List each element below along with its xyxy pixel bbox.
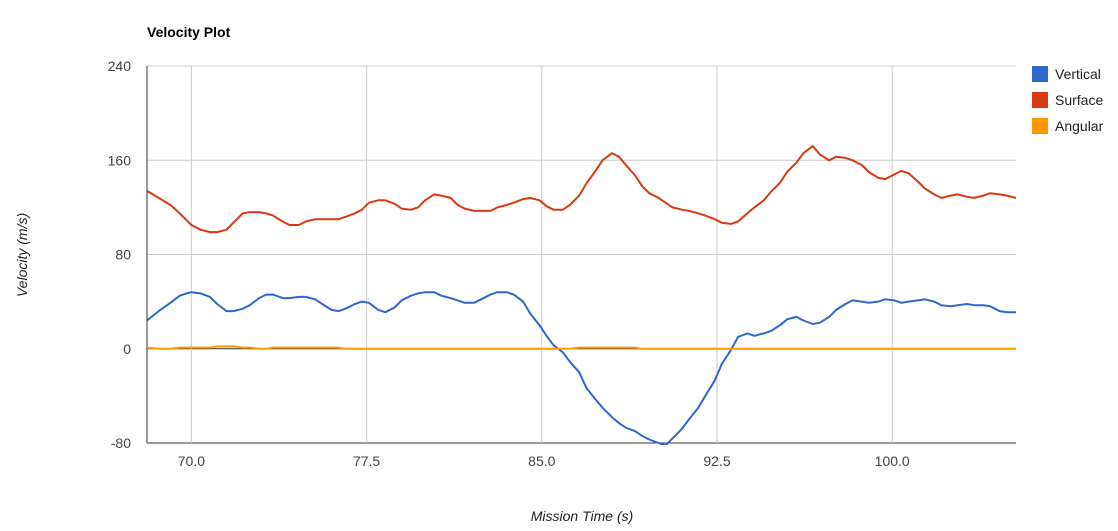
legend-label-angular: Angular [1055, 118, 1104, 134]
series-line-angular [147, 345, 1016, 350]
y-tick-label: 240 [108, 58, 132, 74]
legend-swatch-vertical [1032, 66, 1048, 82]
series-line-surface [147, 145, 1016, 234]
gridlines [146, 65, 1016, 444]
x-tick-label: 85.0 [528, 453, 555, 469]
y-tick-label: 0 [123, 341, 131, 357]
y-tick-label: -80 [111, 435, 131, 451]
legend: Vertical Surface Angular [1032, 66, 1104, 134]
series-lines [147, 145, 1016, 445]
series-line-vertical [147, 291, 1016, 445]
legend-label-vertical: Vertical [1055, 66, 1101, 82]
x-tick-label: 70.0 [178, 453, 205, 469]
x-tick-label: 100.0 [875, 453, 910, 469]
y-axis-title: Velocity (m/s) [14, 213, 30, 297]
legend-swatch-angular [1032, 118, 1048, 134]
x-tick-label: 92.5 [703, 453, 730, 469]
y-tick-label: 160 [108, 152, 132, 168]
chart-title: Velocity Plot [147, 24, 231, 40]
legend-swatch-surface [1032, 92, 1048, 108]
y-tick-label: 80 [115, 247, 131, 263]
tick-labels: -80 0 80 160 240 70.0 77.5 85.0 92.5 100.0 [108, 58, 910, 469]
legend-label-surface: Surface [1055, 92, 1103, 108]
x-axis-title: Mission Time (s) [531, 508, 634, 524]
x-tick-label: 77.5 [353, 453, 380, 469]
